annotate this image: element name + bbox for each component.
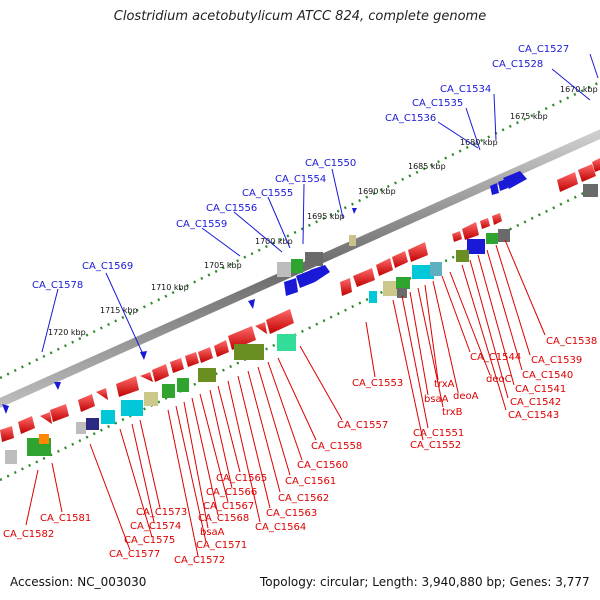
gene-label: CA_C1557 bbox=[337, 420, 388, 431]
gene-label: CA_C1569 bbox=[82, 261, 133, 272]
gene-label: CA_C1543 bbox=[508, 410, 559, 421]
gene-label: CA_C1558 bbox=[311, 441, 362, 452]
scale-label: 1680 kbp bbox=[460, 138, 498, 147]
gene-label: CA_C1567 bbox=[203, 501, 254, 512]
scale-label: 1705 kbp bbox=[204, 261, 242, 270]
gene-label: CA_C1574 bbox=[130, 521, 181, 532]
gene-label: CA_C1565 bbox=[216, 473, 267, 484]
gene-label: CA_C1553 bbox=[352, 378, 403, 389]
gene-label: CA_C1581 bbox=[40, 513, 91, 524]
inner-gene-labels: CA_C1538 CA_C1539 CA_C1540 CA_C1541 CA_C… bbox=[3, 336, 597, 566]
gene-label: CA_C1572 bbox=[174, 555, 225, 566]
gene-label: CA_C1560 bbox=[297, 460, 348, 471]
gene-label: CA_C1559 bbox=[176, 219, 227, 230]
gene-label: CA_C1573 bbox=[136, 507, 187, 518]
gene-label: CA_C1534 bbox=[440, 84, 491, 95]
gene-label: CA_C1571 bbox=[196, 540, 247, 551]
scale-label: 1715 kbp bbox=[100, 306, 138, 315]
gene-label: bsaA bbox=[424, 394, 449, 405]
gene-label: deoA bbox=[453, 391, 479, 402]
gene-label: CA_C1575 bbox=[124, 535, 175, 546]
gene-label: trxB bbox=[442, 407, 463, 418]
gene-label: CA_C1562 bbox=[278, 493, 329, 504]
gene-label: CA_C1554 bbox=[275, 174, 326, 185]
scale-label: 1700 kbp bbox=[255, 237, 293, 246]
scale-label: 1675 kbp bbox=[510, 112, 548, 121]
gene-label: CA_C1563 bbox=[266, 508, 317, 519]
gene-label: trxA bbox=[434, 379, 455, 390]
reverse-strand-genes bbox=[0, 158, 600, 464]
gene-label: CA_C1578 bbox=[32, 280, 83, 291]
inner-leaders bbox=[25, 239, 546, 557]
gene-label: CA_C1582 bbox=[3, 529, 54, 540]
gene-label: CA_C1536 bbox=[385, 113, 436, 124]
gene-label: CA_C1564 bbox=[255, 522, 306, 533]
map-title: Clostridium acetobutylicum ATCC 824, com… bbox=[113, 9, 487, 24]
scale-label: 1695 kbp bbox=[307, 212, 345, 221]
gene-label: CA_C1540 bbox=[522, 370, 573, 381]
genome-summary-text: Topology: circular; Length: 3,940,880 bp… bbox=[260, 575, 590, 589]
accession-text: Accession: NC_003030 bbox=[10, 575, 147, 589]
outer-leaders bbox=[41, 53, 599, 353]
gene-label: CA_C1555 bbox=[242, 188, 293, 199]
gene-label: CA_C1539 bbox=[531, 355, 582, 366]
scale-label: 1720 kbp bbox=[48, 328, 86, 337]
gene-label: CA_C1544 bbox=[470, 352, 521, 363]
gene-label: CA_C1550 bbox=[305, 158, 356, 169]
gene-label: CA_C1561 bbox=[285, 476, 336, 487]
gene-label: CA_C1527 bbox=[518, 44, 569, 55]
gene-label: CA_C1538 bbox=[546, 336, 597, 347]
gene-label: deoC bbox=[486, 374, 512, 385]
gene-label: CA_C1556 bbox=[206, 203, 257, 214]
gene-label: CA_C1568 bbox=[198, 513, 249, 524]
gene-label: CA_C1552 bbox=[410, 440, 461, 451]
gene-label: CA_C1542 bbox=[510, 397, 561, 408]
outer-gene-labels: CA_C1527 CA_C1528 CA_C1534 CA_C1535 CA_C… bbox=[32, 44, 569, 291]
scale-labels: 1670 kbp 1675 kbp 1680 kbp 1685 kbp 1690… bbox=[48, 85, 598, 337]
scale-label: 1685 kbp bbox=[408, 162, 446, 171]
scale-label: 1690 kbp bbox=[358, 187, 396, 196]
gene-label: CA_C1528 bbox=[492, 59, 543, 70]
forward-strand-genes bbox=[2, 171, 527, 414]
gene-label: CA_C1566 bbox=[206, 487, 257, 498]
gene-label: CA_C1551 bbox=[413, 428, 464, 439]
scale-label: 1710 kbp bbox=[151, 283, 189, 292]
gene-label: bsaA bbox=[200, 527, 225, 538]
gene-label: CA_C1577 bbox=[109, 549, 160, 560]
scale-label: 1670 kbp bbox=[560, 85, 598, 94]
gene-label: CA_C1535 bbox=[412, 98, 463, 109]
gene-label: CA_C1541 bbox=[515, 384, 566, 395]
